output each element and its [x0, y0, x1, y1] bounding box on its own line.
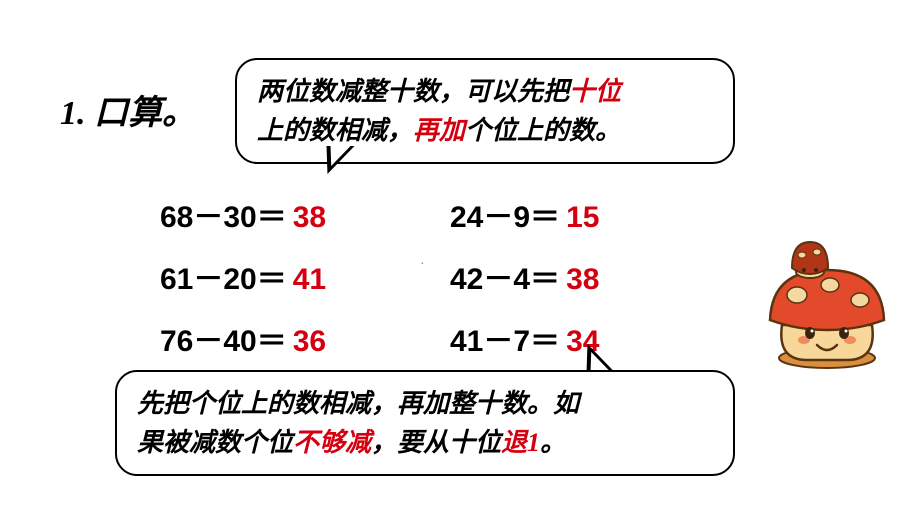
answer: 15 [566, 201, 599, 234]
problem-cell: 68－30＝38 [160, 192, 450, 236]
answer: 36 [293, 325, 326, 358]
expression: 61－20＝ [160, 263, 287, 296]
text-red: 不够减 [293, 428, 371, 457]
text-red: 十位 [569, 77, 621, 106]
expression: 41－7＝ [450, 325, 560, 358]
text: 个位上的数。 [465, 116, 621, 145]
text: 果被减数个位 [137, 428, 293, 457]
text: 两位数减整十数，可以先把 [257, 77, 569, 106]
answer: 41 [293, 263, 326, 296]
expression: 42－4＝ [450, 263, 560, 296]
expression: 76－40＝ [160, 325, 287, 358]
problem-cell: 42－4＝38 [450, 254, 710, 298]
text: ，要从十位 [371, 428, 501, 457]
section-title: 1. 口算。 [60, 85, 196, 134]
problem-row: 68－30＝38 24－9＝15 [160, 192, 710, 236]
text-red: 再加 [413, 116, 465, 145]
answer: 38 [293, 201, 326, 234]
problem-cell: 61－20＝41 [160, 254, 450, 298]
mushroom-icon [762, 230, 892, 370]
problem-row: 61－20＝41 42－4＝38 [160, 254, 710, 298]
hint-bubble-bottom: 先把个位上的数相减，再加整十数。如 果被减数个位不够减，要从十位退1。 [115, 370, 735, 476]
text-red: 退1 [501, 428, 540, 457]
problem-cell: 76－40＝36 [160, 316, 450, 360]
problems-grid: 68－30＝38 24－9＝15 61－20＝41 42－4＝38 76－40＝… [160, 192, 710, 378]
text: 上的数相减， [257, 116, 413, 145]
problem-row: 76－40＝36 41－7＝34 [160, 316, 710, 360]
expression: 68－30＝ [160, 201, 287, 234]
problem-cell: 24－9＝15 [450, 192, 710, 236]
text: 。 [540, 428, 566, 457]
center-dot: · [420, 257, 425, 273]
expression: 24－9＝ [450, 201, 560, 234]
hint-bubble-top: 两位数减整十数，可以先把十位 上的数相减，再加个位上的数。 [235, 58, 735, 164]
text: 先把个位上的数相减，再加整十数。如 [137, 389, 579, 418]
answer: 38 [566, 263, 599, 296]
